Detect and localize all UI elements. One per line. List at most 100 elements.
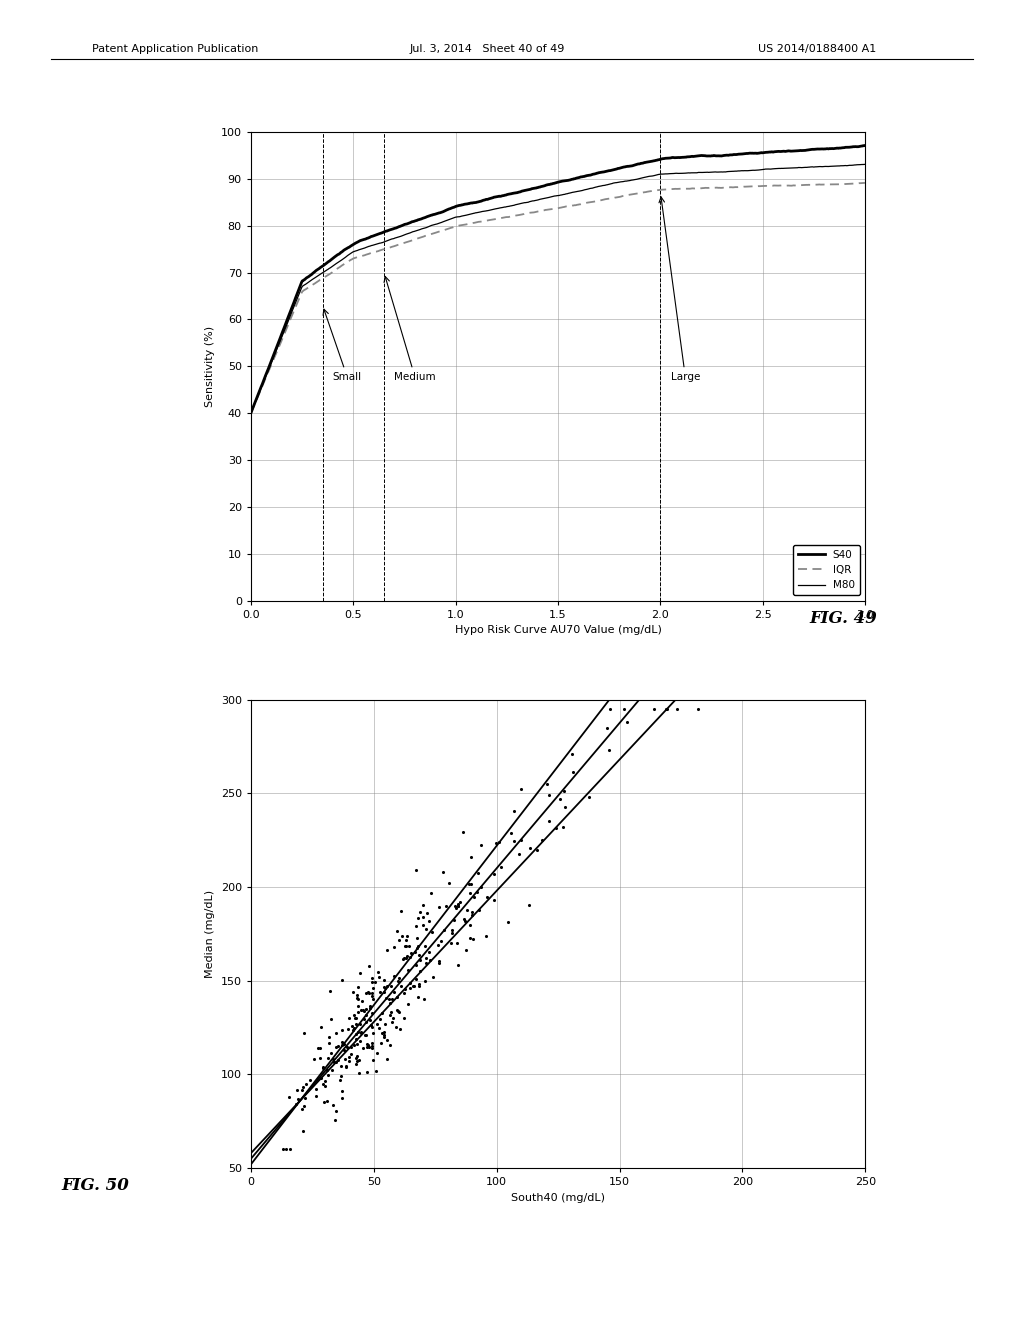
- Point: [324, 1060, 340, 1081]
- Point: [296, 1096, 312, 1117]
- Point: [392, 1018, 409, 1039]
- Point: [307, 1078, 324, 1100]
- Point: [319, 1090, 336, 1111]
- Point: [281, 1086, 297, 1107]
- Point: [359, 981, 376, 1002]
- Point: [346, 1018, 362, 1039]
- Point: [295, 1077, 311, 1098]
- Point: [388, 920, 404, 941]
- Point: [487, 832, 504, 853]
- Point: [396, 983, 413, 1005]
- Point: [308, 1085, 325, 1106]
- Point: [478, 886, 495, 907]
- Point: [358, 1034, 375, 1055]
- Point: [409, 937, 425, 958]
- Point: [376, 1027, 392, 1048]
- Point: [436, 920, 453, 941]
- Point: [311, 1048, 328, 1069]
- X-axis label: Hypo Risk Curve AU70 Value (mg/dL): Hypo Risk Curve AU70 Value (mg/dL): [455, 626, 662, 635]
- Point: [659, 698, 676, 719]
- Point: [332, 1069, 348, 1090]
- Point: [442, 932, 459, 953]
- Point: [328, 1022, 344, 1043]
- Point: [361, 995, 378, 1016]
- Point: [361, 1036, 378, 1057]
- Point: [295, 1121, 311, 1142]
- Point: [365, 1049, 381, 1071]
- Point: [354, 1001, 371, 1022]
- Point: [364, 1002, 380, 1023]
- Point: [340, 1019, 356, 1040]
- Point: [500, 911, 516, 932]
- Point: [598, 718, 614, 739]
- Point: [348, 1045, 365, 1067]
- Point: [374, 1002, 390, 1023]
- Point: [325, 1094, 341, 1115]
- Point: [389, 970, 406, 991]
- Point: [513, 830, 529, 851]
- Point: [409, 954, 425, 975]
- Point: [410, 936, 426, 957]
- Point: [325, 1048, 341, 1069]
- Point: [365, 1022, 381, 1043]
- Point: [356, 1008, 373, 1030]
- Point: [469, 882, 485, 903]
- Point: [443, 920, 460, 941]
- Point: [312, 1067, 329, 1088]
- Point: [371, 961, 387, 982]
- Point: [477, 925, 494, 946]
- Point: [316, 1090, 333, 1111]
- Point: [348, 1007, 365, 1028]
- Point: [372, 981, 388, 1002]
- Point: [503, 822, 519, 843]
- Point: [352, 1022, 369, 1043]
- Point: [430, 953, 446, 974]
- Point: [381, 1005, 397, 1026]
- Point: [412, 961, 428, 982]
- Point: [415, 895, 431, 916]
- Point: [349, 987, 366, 1008]
- Point: [379, 940, 395, 961]
- Point: [330, 1049, 346, 1071]
- Point: [396, 936, 413, 957]
- Point: [416, 989, 432, 1010]
- Point: [348, 983, 365, 1005]
- Point: [384, 989, 400, 1010]
- Point: [372, 1018, 388, 1039]
- Point: [564, 743, 581, 764]
- Point: [581, 787, 597, 808]
- Point: [386, 936, 402, 957]
- Point: [551, 788, 567, 809]
- Point: [376, 1024, 392, 1045]
- Point: [297, 1088, 313, 1109]
- Point: [351, 962, 368, 983]
- Point: [402, 942, 419, 964]
- Point: [364, 968, 380, 989]
- Point: [541, 810, 557, 832]
- Point: [457, 911, 473, 932]
- Point: [388, 1016, 404, 1038]
- Point: [372, 1008, 388, 1030]
- Point: [339, 1036, 355, 1057]
- Point: [349, 1034, 366, 1055]
- Point: [350, 1001, 367, 1022]
- Point: [506, 830, 522, 851]
- Point: [376, 981, 392, 1002]
- Text: Patent Application Publication: Patent Application Publication: [92, 44, 258, 54]
- Point: [401, 973, 418, 994]
- Point: [392, 900, 409, 921]
- Point: [425, 966, 441, 987]
- Point: [358, 1024, 375, 1045]
- Point: [388, 999, 404, 1020]
- Point: [348, 1053, 365, 1074]
- Point: [618, 711, 635, 733]
- Point: [355, 1038, 372, 1059]
- Point: [438, 895, 455, 916]
- Point: [404, 975, 421, 997]
- Point: [430, 896, 446, 917]
- Point: [365, 989, 381, 1010]
- Point: [434, 861, 451, 882]
- Point: [333, 1056, 349, 1077]
- Point: [418, 948, 434, 969]
- Point: [389, 1001, 406, 1022]
